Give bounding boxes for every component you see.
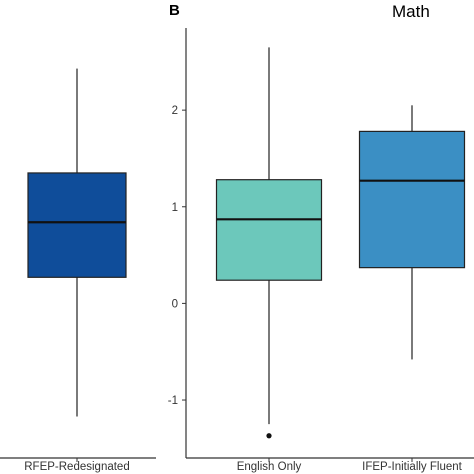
box-ifep-initially-fluent xyxy=(358,105,466,360)
y-tick-label: 1 xyxy=(172,202,178,214)
panel-a: RFEP-Redesignated xyxy=(0,68,156,473)
chart-title: Math xyxy=(392,2,430,21)
x-tick-label: English Only xyxy=(237,461,302,473)
outlier-point xyxy=(266,433,272,439)
y-tick-label: -1 xyxy=(168,395,178,407)
y-tick-label: 2 xyxy=(172,105,178,117)
x-tick-label: RFEP-Redesignated xyxy=(24,461,129,473)
panel-b: -1 0 1 2 English Only IFEP-Initially Fluent xyxy=(168,28,474,473)
box-iqr xyxy=(27,172,127,278)
box-iqr xyxy=(215,179,323,281)
x-tick-label: IFEP-Initially Fluent xyxy=(362,461,463,473)
y-tick-label: 0 xyxy=(172,298,178,310)
box-iqr xyxy=(358,130,466,269)
box-english-only xyxy=(215,47,323,439)
box-rfep-redesignated xyxy=(27,68,127,417)
panel-label: B xyxy=(169,2,180,19)
